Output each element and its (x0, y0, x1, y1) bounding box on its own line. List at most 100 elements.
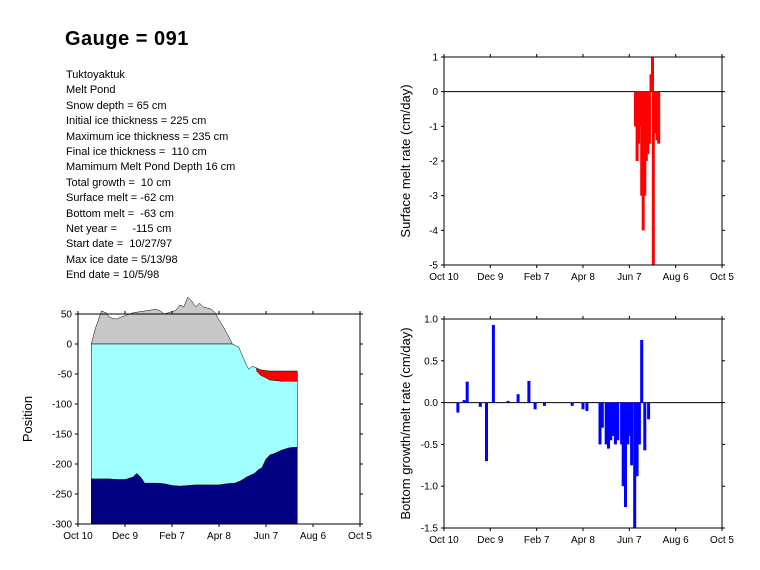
y-tick-label: -1.5 (421, 524, 439, 535)
bar (506, 400, 510, 403)
bar (657, 91, 661, 144)
bar (630, 402, 634, 466)
station-info: Tuktoyaktuk Melt Pond Snow depth = 65 cm In… (66, 68, 235, 284)
info-line: Tuktoyaktuk (66, 69, 125, 81)
x-tick-label: Feb 7 (524, 272, 550, 283)
x-tick-label: Oct 10 (429, 535, 459, 546)
bar (542, 402, 546, 406)
info-line: End date = 10/5/98 (66, 269, 160, 282)
bar (462, 400, 466, 403)
snow-area (90, 296, 233, 345)
info-line: Start date = 10/27/97 (66, 238, 173, 251)
y-tick-label: -300 (52, 520, 72, 531)
x-tick-label: Oct 5 (710, 272, 734, 283)
info-line: Maximum ice thickness = 235 cm (66, 130, 229, 143)
y-tick-label: -1 (429, 122, 438, 133)
y-tick-label: -2 (429, 157, 438, 168)
y-axis-label: Position (20, 396, 35, 442)
below-ice-area (91, 446, 298, 525)
x-tick-label: Oct 5 (710, 535, 734, 546)
bar (570, 402, 574, 406)
bar (478, 402, 482, 407)
bar (640, 339, 644, 403)
bar (598, 402, 602, 445)
bar (647, 91, 651, 144)
bar (607, 402, 610, 449)
y-tick-label: 50 (61, 310, 73, 321)
y-axis-label: Bottom growth/melt rate (cm/day) (398, 327, 413, 519)
bar (581, 402, 585, 410)
y-tick-label: 1.0 (424, 315, 438, 326)
bar (585, 402, 589, 411)
bar (634, 91, 637, 127)
x-tick-label: Apr 8 (207, 531, 231, 542)
bar (456, 402, 460, 413)
bar (611, 402, 615, 436)
bar (604, 402, 608, 445)
x-tick-label: Jun 7 (254, 531, 279, 542)
y-tick-label: -4 (429, 226, 438, 237)
bar (655, 91, 659, 141)
x-tick-label: Aug 6 (300, 531, 327, 542)
y-tick-label: -5 (429, 261, 438, 272)
bar (527, 380, 531, 403)
info-line: Melt Pond (66, 84, 116, 97)
y-tick-label: 0 (66, 340, 72, 351)
bar (613, 402, 617, 445)
bar (643, 402, 647, 451)
bar (609, 402, 613, 441)
x-tick-label: Aug 6 (663, 535, 690, 546)
plot-frame (443, 56, 723, 266)
info-line: Mamimum Melt Pond Depth 16 cm (66, 161, 236, 174)
y-tick-label: -150 (52, 430, 72, 441)
x-tick-label: Apr 8 (571, 272, 595, 283)
bar (651, 57, 654, 92)
info-line: Bottom melt = -63 cm (66, 207, 174, 220)
y-tick-label: -100 (52, 400, 72, 411)
y-tick-label: -1.0 (421, 482, 439, 493)
bar (641, 91, 645, 231)
info-line: Final ice thickness = 110 cm (66, 146, 207, 159)
x-tick-label: Jun 7 (617, 272, 642, 283)
bar (644, 91, 648, 161)
gauge-title: Gauge = 091 (65, 28, 189, 50)
bar (647, 402, 651, 420)
y-tick-label: 1 (432, 53, 438, 64)
x-tick-label: Dec 9 (477, 535, 504, 546)
bar (638, 91, 642, 127)
bar (465, 381, 469, 403)
x-tick-label: Oct 5 (348, 531, 372, 542)
bar (624, 402, 627, 508)
bar (635, 402, 639, 477)
y-tick-label: 0 (432, 87, 438, 98)
bar (616, 402, 620, 441)
x-tick-label: Feb 7 (159, 531, 185, 542)
bar (621, 402, 625, 487)
bar (491, 324, 495, 403)
bar (620, 402, 624, 445)
info-line: Surface melt = -62 cm (66, 192, 174, 205)
y-axis-label: Surface melt rate (cm/day) (398, 84, 413, 237)
x-tick-label: Aug 6 (663, 272, 690, 283)
info-line: Max ice date = 5/13/98 (66, 253, 178, 266)
y-tick-label: -3 (429, 191, 438, 202)
x-tick-label: Dec 9 (112, 531, 139, 542)
x-tick-label: Feb 7 (524, 535, 550, 546)
y-tick-label: -250 (52, 490, 72, 501)
bar (633, 402, 637, 528)
info-line: Net year = -115 cm (66, 223, 172, 236)
bar (627, 402, 631, 436)
x-tick-label: Dec 9 (477, 272, 504, 283)
y-tick-label: 0.5 (424, 356, 438, 367)
bar (516, 394, 520, 403)
y-tick-label: -0.5 (421, 440, 439, 451)
info-line: Snow depth = 65 cm (66, 99, 167, 112)
x-tick-label: Oct 10 (63, 531, 93, 542)
bar (485, 402, 488, 462)
bar (651, 91, 655, 265)
melt-pond-area (256, 367, 298, 382)
